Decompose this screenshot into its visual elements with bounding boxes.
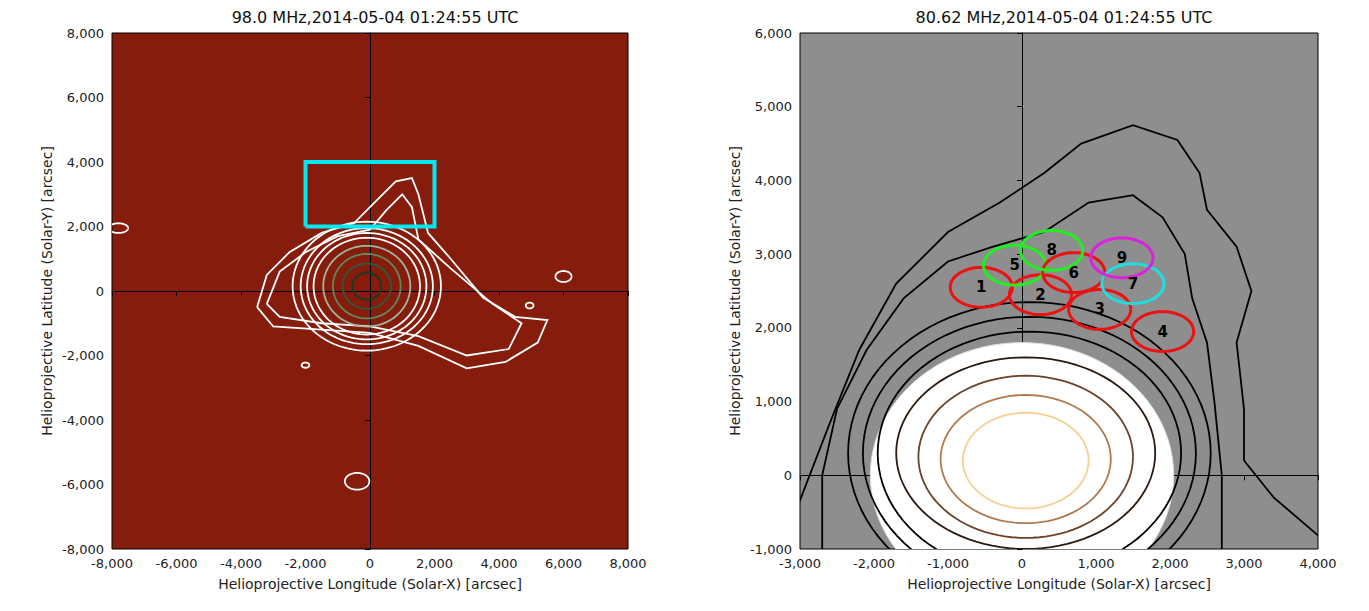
svg-text:5: 5: [1009, 256, 1019, 274]
svg-text:3: 3: [1094, 300, 1104, 318]
svg-text:0: 0: [1018, 556, 1026, 571]
svg-text:9: 9: [1117, 249, 1127, 267]
svg-text:80.62 MHz,2014-05-04 01:24:55: 80.62 MHz,2014-05-04 01:24:55 UTC: [916, 8, 1213, 27]
svg-text:2,000: 2,000: [416, 556, 453, 571]
svg-text:-6,000: -6,000: [62, 477, 104, 492]
svg-text:2,000: 2,000: [1151, 556, 1188, 571]
svg-text:-4,000: -4,000: [220, 556, 262, 571]
svg-text:2: 2: [1035, 286, 1045, 304]
svg-text:-4,000: -4,000: [62, 413, 104, 428]
svg-text:-3,000: -3,000: [779, 556, 821, 571]
svg-text:4,000: 4,000: [67, 155, 104, 170]
svg-text:-8,000: -8,000: [62, 542, 104, 557]
svg-text:8: 8: [1046, 241, 1056, 259]
svg-text:4,000: 4,000: [755, 173, 792, 188]
svg-text:Helioprojective Latitude (Sola: Helioprojective Latitude (Solar-Y) [arcs…: [727, 146, 743, 436]
svg-text:1,000: 1,000: [1077, 556, 1114, 571]
svg-text:0: 0: [366, 556, 374, 571]
svg-text:7: 7: [1128, 275, 1138, 293]
svg-text:-2,000: -2,000: [62, 348, 104, 363]
svg-text:2,000: 2,000: [67, 219, 104, 234]
svg-text:0: 0: [96, 284, 104, 299]
svg-text:Helioprojective Latitude (Sola: Helioprojective Latitude (Solar-Y) [arcs…: [39, 146, 55, 436]
svg-text:Helioprojective Longitude (Sol: Helioprojective Longitude (Solar-X) [arc…: [218, 576, 522, 592]
svg-text:1: 1: [976, 278, 986, 296]
svg-text:0: 0: [784, 468, 792, 483]
svg-text:3,000: 3,000: [1225, 556, 1262, 571]
svg-text:-2,000: -2,000: [285, 556, 327, 571]
svg-text:-1,000: -1,000: [927, 556, 969, 571]
svg-text:2,000: 2,000: [755, 320, 792, 335]
svg-text:6,000: 6,000: [545, 556, 582, 571]
svg-text:4,000: 4,000: [480, 556, 517, 571]
svg-text:5,000: 5,000: [755, 99, 792, 114]
svg-text:1,000: 1,000: [755, 394, 792, 409]
svg-text:6: 6: [1069, 264, 1079, 282]
svg-text:4,000: 4,000: [1299, 556, 1336, 571]
svg-text:-1,000: -1,000: [750, 542, 792, 557]
svg-text:Helioprojective Longitude (Sol: Helioprojective Longitude (Solar-X) [arc…: [907, 576, 1211, 592]
svg-text:3,000: 3,000: [755, 247, 792, 262]
svg-text:98.0 MHz,2014-05-04 01:24:55 U: 98.0 MHz,2014-05-04 01:24:55 UTC: [232, 8, 519, 27]
svg-text:8,000: 8,000: [609, 556, 646, 571]
svg-text:8,000: 8,000: [67, 26, 104, 41]
svg-text:6,000: 6,000: [67, 90, 104, 105]
svg-text:4: 4: [1157, 323, 1167, 341]
svg-text:-2,000: -2,000: [853, 556, 895, 571]
svg-text:-8,000: -8,000: [91, 556, 133, 571]
svg-text:-6,000: -6,000: [156, 556, 198, 571]
svg-text:6,000: 6,000: [755, 26, 792, 41]
